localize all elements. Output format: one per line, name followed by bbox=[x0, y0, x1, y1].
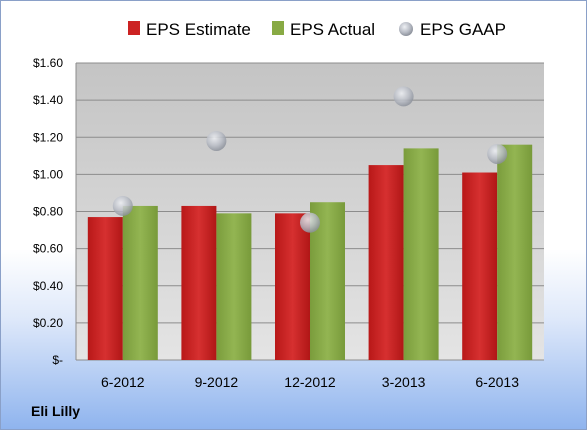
legend-label-eps-estimate: EPS Estimate bbox=[146, 20, 251, 39]
y-tick-label: $1.60 bbox=[33, 56, 63, 70]
legend-swatch-eps-actual bbox=[272, 21, 284, 35]
bar-eps-estimate-12-2012 bbox=[275, 213, 310, 360]
x-tick-label: 9-2012 bbox=[195, 374, 239, 390]
y-tick-label: $- bbox=[52, 353, 63, 367]
y-axis: $- $0.20 $0.40 $0.60 $0.80 $1.00 $1.20 $1.40 $1.… bbox=[33, 56, 77, 367]
x-tick-label: 3-2013 bbox=[382, 374, 426, 390]
legend-label-eps-gaap: EPS GAAP bbox=[420, 20, 506, 39]
point-eps-gaap-6-2012 bbox=[112, 195, 133, 216]
x-axis: 6-2012 9-2012 12-2012 3-2013 6-2013 bbox=[101, 374, 519, 390]
bar-eps-estimate-9-2012 bbox=[181, 205, 217, 360]
legend-swatch-eps-estimate bbox=[128, 21, 140, 35]
x-tick-label: 6-2012 bbox=[101, 374, 145, 390]
bar-eps-actual-3-2013 bbox=[403, 148, 439, 360]
point-eps-gaap-6-2013 bbox=[487, 143, 508, 164]
legend-label-eps-actual: EPS Actual bbox=[290, 20, 375, 39]
bars bbox=[87, 144, 533, 360]
bar-eps-actual-9-2012 bbox=[216, 213, 252, 360]
legend-swatch-eps-gaap bbox=[399, 22, 413, 36]
y-tick-label: $0.20 bbox=[33, 316, 63, 330]
y-tick-label: $0.40 bbox=[33, 279, 63, 293]
bar-eps-estimate-3-2013 bbox=[368, 165, 404, 360]
x-tick-label: 12-2012 bbox=[284, 374, 336, 390]
bar-eps-actual-6-2012 bbox=[122, 205, 158, 360]
company-label: Eli Lilly bbox=[31, 403, 81, 419]
bar-eps-actual-6-2013 bbox=[497, 144, 533, 360]
gaap-points bbox=[112, 86, 508, 233]
bar-eps-estimate-6-2012 bbox=[87, 217, 123, 360]
y-tick-label: $0.80 bbox=[33, 205, 63, 219]
point-eps-gaap-9-2012 bbox=[206, 130, 227, 151]
bar-eps-estimate-6-2013 bbox=[462, 172, 498, 360]
point-eps-gaap-12-2012 bbox=[300, 212, 320, 233]
y-tick-label: $1.40 bbox=[33, 93, 63, 107]
y-tick-label: $1.00 bbox=[33, 167, 63, 181]
point-eps-gaap-3-2013 bbox=[393, 86, 414, 107]
y-tick-label: $1.20 bbox=[33, 130, 63, 144]
x-tick-label: 6-2013 bbox=[475, 374, 519, 390]
legend: EPS Estimate EPS Actual EPS GAAP bbox=[128, 20, 506, 39]
y-tick-label: $0.60 bbox=[33, 242, 63, 256]
